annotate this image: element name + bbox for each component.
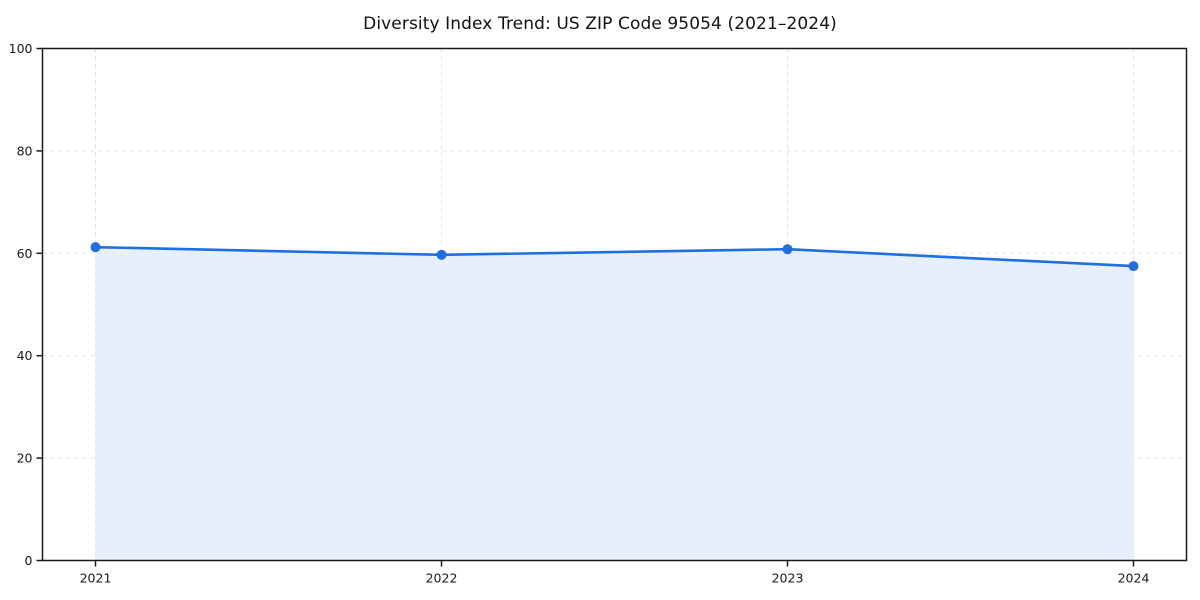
plot-border <box>41 47 1188 562</box>
chart-title: Diversity Index Trend: US ZIP Code 95054… <box>363 14 837 34</box>
x-axis-tick-label: 2022 <box>426 571 458 586</box>
data-point-2023 <box>782 244 793 255</box>
trend-line <box>94 245 1135 268</box>
data-point-2022 <box>436 249 447 260</box>
y-axis-tick-label: 20 <box>17 451 33 466</box>
x-axis-tick-label: 2024 <box>1118 571 1150 586</box>
y-axis-tick-label: 100 <box>9 41 33 56</box>
y-axis-tick-label: 80 <box>17 143 33 158</box>
y-axis-tick-label: 60 <box>17 246 33 261</box>
data-point-2024 <box>1128 261 1139 272</box>
y-axis-tick-label: 0 <box>25 553 33 568</box>
data-point-2021 <box>90 242 101 253</box>
area-fill <box>95 247 1134 561</box>
x-axis-tick-label: 2023 <box>772 571 804 586</box>
x-axis-tick-label: 2021 <box>80 571 112 586</box>
y-axis-tick-label: 40 <box>17 348 33 363</box>
